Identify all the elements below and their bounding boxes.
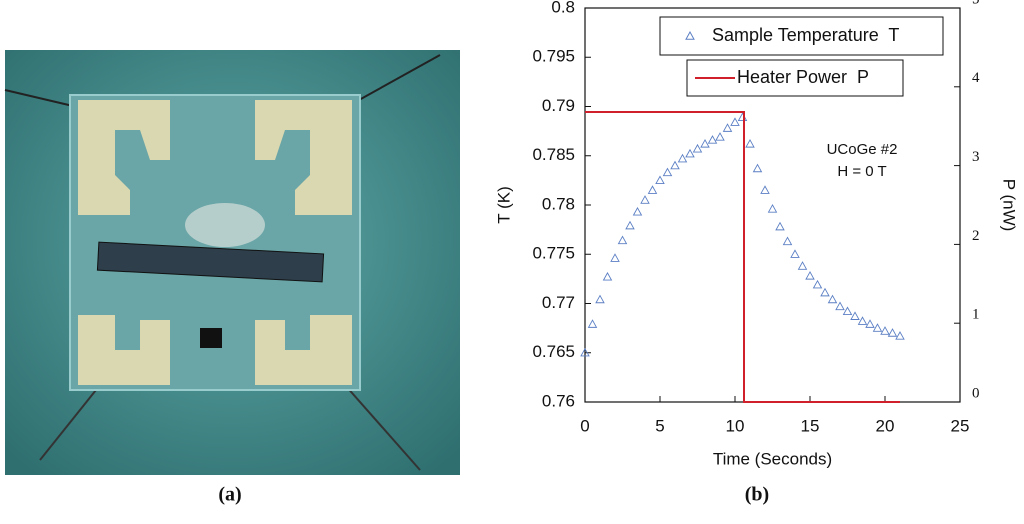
data-point [655, 175, 665, 185]
photo [4, 50, 460, 475]
caption: (b) [745, 484, 769, 506]
data-point [647, 185, 658, 194]
data-point [587, 319, 598, 328]
y2-tick-label: 5 [972, 0, 980, 7]
data-point [610, 253, 620, 262]
data-point [820, 287, 830, 297]
data-point [632, 206, 643, 216]
data-point [602, 271, 613, 281]
data-point [767, 204, 778, 213]
y-tick-label: 0.79 [542, 96, 575, 115]
data-point [827, 294, 838, 304]
x-tick-label: 5 [655, 416, 664, 435]
data-point [835, 301, 845, 311]
data-point [790, 249, 800, 258]
data-point [752, 163, 763, 173]
annotation: H = 0 T [837, 163, 886, 180]
data-point [812, 279, 823, 289]
legend-label: Heater Power P [737, 67, 869, 87]
data-point [775, 221, 785, 231]
y2-tick-label: 3 [972, 149, 980, 165]
data-point [617, 235, 628, 245]
data-point [887, 328, 898, 337]
data-point [700, 139, 710, 148]
data-point [625, 220, 635, 230]
data-point [730, 117, 740, 126]
y-tick-label: 0.77 [542, 293, 575, 312]
x-tick-label: 20 [876, 416, 895, 435]
x-tick-label: 25 [951, 416, 970, 435]
data-point [692, 143, 703, 153]
y2-tick-label: 2 [972, 228, 980, 244]
data-point [580, 347, 590, 357]
x-tick-label: 10 [726, 416, 745, 435]
y-tick-label: 0.795 [532, 47, 575, 66]
y-tick-label: 0.765 [532, 342, 575, 361]
data-point [685, 148, 695, 158]
data-point [895, 331, 905, 340]
data-point [850, 311, 860, 320]
y-tick-label: 0.78 [542, 194, 575, 213]
y-axis-label: T (K) [494, 186, 513, 223]
data-point [722, 123, 733, 132]
legend-label: Sample Temperature T [712, 25, 899, 45]
y-tick-label: 0.775 [532, 244, 575, 263]
y-tick-label: 0.76 [542, 391, 575, 410]
y2-tick-label: 1 [972, 307, 980, 323]
data-point [745, 139, 755, 148]
data-point [595, 294, 605, 304]
data-point [640, 195, 650, 204]
data-point [737, 112, 748, 121]
data-point [880, 326, 890, 335]
legend-marker [685, 30, 695, 40]
y2-tick-label: 4 [972, 70, 980, 86]
data-point [842, 306, 853, 316]
data-point [872, 323, 883, 332]
y2-tick-label: 0 [972, 385, 980, 401]
data-point [707, 135, 718, 144]
x-axis-label: Time (Seconds) [713, 449, 832, 468]
x-tick-label: 15 [801, 416, 820, 435]
data-point [797, 261, 808, 270]
y-tick-label: 0.8 [551, 0, 575, 16]
data-point [677, 153, 688, 163]
annotation: UCoGe #2 [827, 141, 898, 158]
caption: (a) [218, 484, 241, 506]
data-point [865, 319, 875, 328]
data-point [715, 132, 725, 141]
data-point [782, 236, 793, 246]
data-point [670, 160, 680, 170]
legend-box [659, 16, 944, 56]
x-tick-label: 0 [580, 416, 589, 435]
data-point [805, 270, 815, 280]
data-line [585, 111, 900, 403]
data-point [760, 185, 770, 194]
data-point [662, 167, 673, 177]
y2-axis-label: P (nW) [1000, 179, 1019, 232]
y-tick-label: 0.785 [532, 145, 575, 164]
data-point [857, 316, 868, 325]
